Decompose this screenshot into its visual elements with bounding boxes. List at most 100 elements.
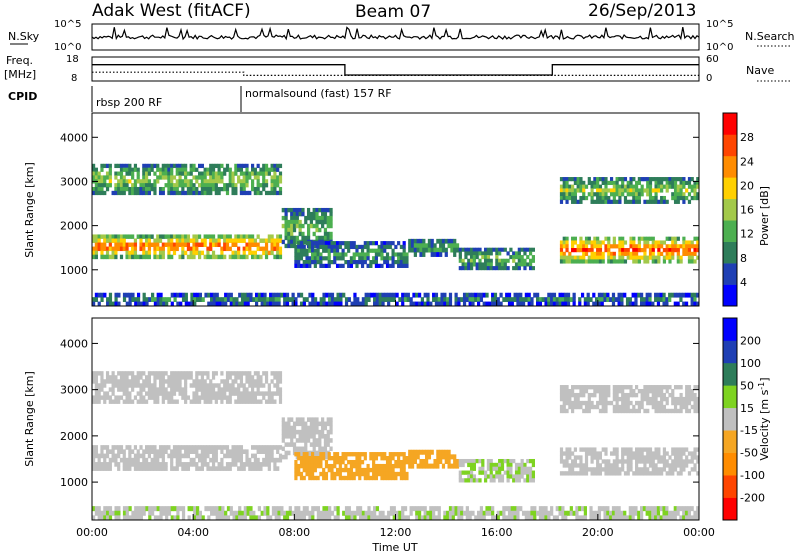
heatmap-cell-r5 <box>498 266 502 271</box>
heatmap-cell-r3 <box>308 260 312 265</box>
heatmap-cell-r5 <box>489 474 493 479</box>
heatmap-cell-r8 <box>505 292 509 298</box>
heatmap-cell-r8 <box>333 301 337 307</box>
heatmap-cell-r8 <box>302 506 306 512</box>
heatmap-cell-r6 <box>571 259 575 264</box>
heatmap-cell-r0 <box>253 457 257 463</box>
heatmap-cell-r1 <box>329 417 333 422</box>
heatmap-cell-r5 <box>523 466 527 471</box>
heatmap-cell-r6 <box>621 463 625 468</box>
heatmap-cell-r0 <box>276 246 280 252</box>
heatmap-cell-r0 <box>108 246 112 252</box>
heatmap-cell-r0 <box>242 466 246 471</box>
heatmap-cell-r2 <box>97 190 101 196</box>
heatmap-cell-r5 <box>486 458 491 464</box>
heatmap-cell-r5 <box>481 251 485 256</box>
heatmap-cell-r8 <box>229 301 233 307</box>
heatmap-cell-r2 <box>228 183 232 188</box>
heatmap-cell-r4 <box>416 247 420 253</box>
heatmap-cell-r2 <box>97 371 101 376</box>
heatmap-cell-r8 <box>673 301 677 307</box>
heatmap-cell-r0 <box>259 462 263 467</box>
heatmap-cell-r0 <box>114 462 118 467</box>
heatmap-cell-r6 <box>584 240 589 245</box>
heatmap-cell-r5 <box>531 266 535 271</box>
heatmap-cell-r4 <box>444 454 448 460</box>
heatmap-cell-r7 <box>615 408 619 414</box>
heatmap-cell-r6 <box>612 244 616 249</box>
heatmap-cell-r6 <box>635 451 639 456</box>
heatmap-cell-r7 <box>632 404 636 410</box>
heatmap-cell-r3 <box>402 260 406 265</box>
heatmap-cell-r8 <box>620 297 624 302</box>
heatmap-cell-r0 <box>220 246 224 252</box>
heatmap-cell-r6 <box>607 467 611 472</box>
heatmap-cell-r2 <box>142 163 146 169</box>
heatmap-cell-r2 <box>136 391 140 396</box>
heatmap-cell-r2 <box>195 186 199 192</box>
heatmap-cell-r2 <box>147 387 151 392</box>
heatmap-cell-r2 <box>156 167 160 172</box>
heatmap-cell-r6 <box>665 248 669 253</box>
heatmap-cell-r1 <box>312 450 316 456</box>
heatmap-cell-r6 <box>648 455 653 460</box>
heatmap-cell-r3 <box>333 456 337 461</box>
heatmap-cell-r5 <box>503 262 507 267</box>
heatmap-cell-r3 <box>305 248 309 253</box>
heatmap-cell-r3 <box>294 475 298 481</box>
heatmap-cell-r0 <box>92 462 96 467</box>
heatmap-cell-r2 <box>175 179 179 184</box>
heatmap-cell-r7 <box>671 195 675 201</box>
heatmap-cell-r0 <box>119 457 124 463</box>
heatmap-cell-r4 <box>413 454 417 460</box>
heatmap-cell-r8 <box>609 297 613 302</box>
heatmap-cell-r0 <box>181 234 185 239</box>
heatmap-cell-r3 <box>319 241 323 246</box>
heatmap-cell-r0 <box>147 466 151 471</box>
heatmap-cell-r2 <box>264 190 269 196</box>
heatmap-cell-r8 <box>417 506 422 512</box>
heatmap-cell-r7 <box>690 388 694 394</box>
heatmap-cell-r7 <box>654 180 658 186</box>
heatmap-cell-r2 <box>203 171 207 176</box>
heatmap-cell-r3 <box>402 248 406 253</box>
heatmap-cell-r7 <box>579 184 583 189</box>
heatmap-cell-r0 <box>234 449 238 454</box>
heatmap-cell-r8 <box>322 510 326 516</box>
heatmap-cell-r0 <box>259 254 263 260</box>
heatmap-cell-r1 <box>309 429 313 435</box>
heatmap-cell-r2 <box>161 186 165 192</box>
heatmap-cell-r0 <box>181 250 185 256</box>
heatmap-cell-r3 <box>299 248 304 253</box>
heatmap-cell-r8 <box>311 506 315 512</box>
heatmap-cell-r8 <box>614 297 618 302</box>
heatmap-cell-r0 <box>220 234 224 239</box>
heatmap-cell-r2 <box>220 387 224 392</box>
heatmap-cell-r2 <box>142 179 146 184</box>
heatmap-cell-r7 <box>682 404 686 410</box>
heatmap-cell-r7 <box>584 400 589 406</box>
heatmap-cell-r7 <box>693 408 697 414</box>
heatmap-cell-r3 <box>335 244 340 250</box>
heatmap-cell-r5 <box>520 474 524 479</box>
heatmap-cell-r2 <box>122 183 126 188</box>
heatmap-cell-r8 <box>423 515 427 521</box>
heatmap-cell-r5 <box>531 462 535 468</box>
heatmap-cell-r0 <box>186 449 191 454</box>
heatmap-cell-r4 <box>410 458 415 464</box>
heatmap-cell-r6 <box>673 463 678 468</box>
heatmap-cell-r1 <box>318 207 322 213</box>
heatmap-cell-r8 <box>505 515 509 521</box>
heatmap-cell-r2 <box>184 387 188 392</box>
heatmap-cell-r2 <box>239 375 244 380</box>
heatmap-cell-r0 <box>170 234 174 239</box>
heatmap-cell-r3 <box>399 252 403 257</box>
heatmap-cell-r7 <box>598 388 603 394</box>
heatmap-cell-r7 <box>598 184 603 189</box>
heatmap-cell-r6 <box>571 240 575 245</box>
heatmap-cell-r3 <box>322 263 326 268</box>
heatmap-cell-r7 <box>660 188 664 193</box>
heatmap-cell-r2 <box>214 371 218 376</box>
heatmap-cell-r8 <box>479 506 484 512</box>
heatmap-cell-r0 <box>153 445 157 450</box>
